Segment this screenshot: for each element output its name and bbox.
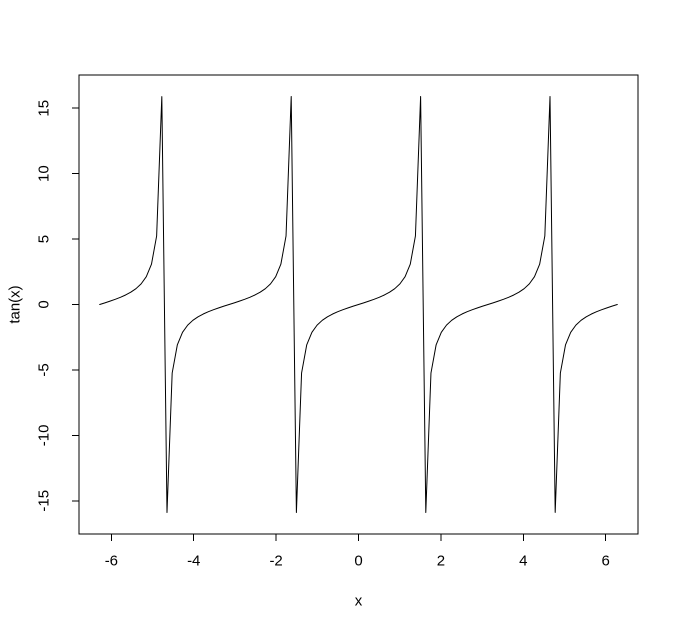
y-tick-label: -15 (36, 490, 53, 512)
y-tick-label: 5 (36, 235, 53, 243)
x-tick-label: -6 (105, 553, 118, 570)
y-tick-label: 15 (36, 100, 53, 117)
x-tick-label: 4 (519, 553, 527, 570)
tan-curve (99, 95, 618, 514)
x-axis-label: x (355, 593, 363, 610)
x-tick-label: -4 (187, 553, 200, 570)
x-axis: -6 -4 -2 0 2 4 6 (105, 534, 610, 570)
x-tick-label: 2 (437, 553, 445, 570)
y-axis-label: tan(x) (7, 285, 24, 323)
y-tick-label: 0 (36, 300, 53, 308)
x-tick-label: -2 (269, 553, 282, 570)
y-axis: -15 -10 -5 0 5 10 15 (36, 100, 79, 512)
y-tick-label: -10 (36, 425, 53, 447)
x-tick-label: 6 (601, 553, 609, 570)
x-tick-label: 0 (354, 553, 362, 570)
y-tick-label: -5 (36, 363, 53, 376)
y-tick-label: 10 (36, 165, 53, 182)
